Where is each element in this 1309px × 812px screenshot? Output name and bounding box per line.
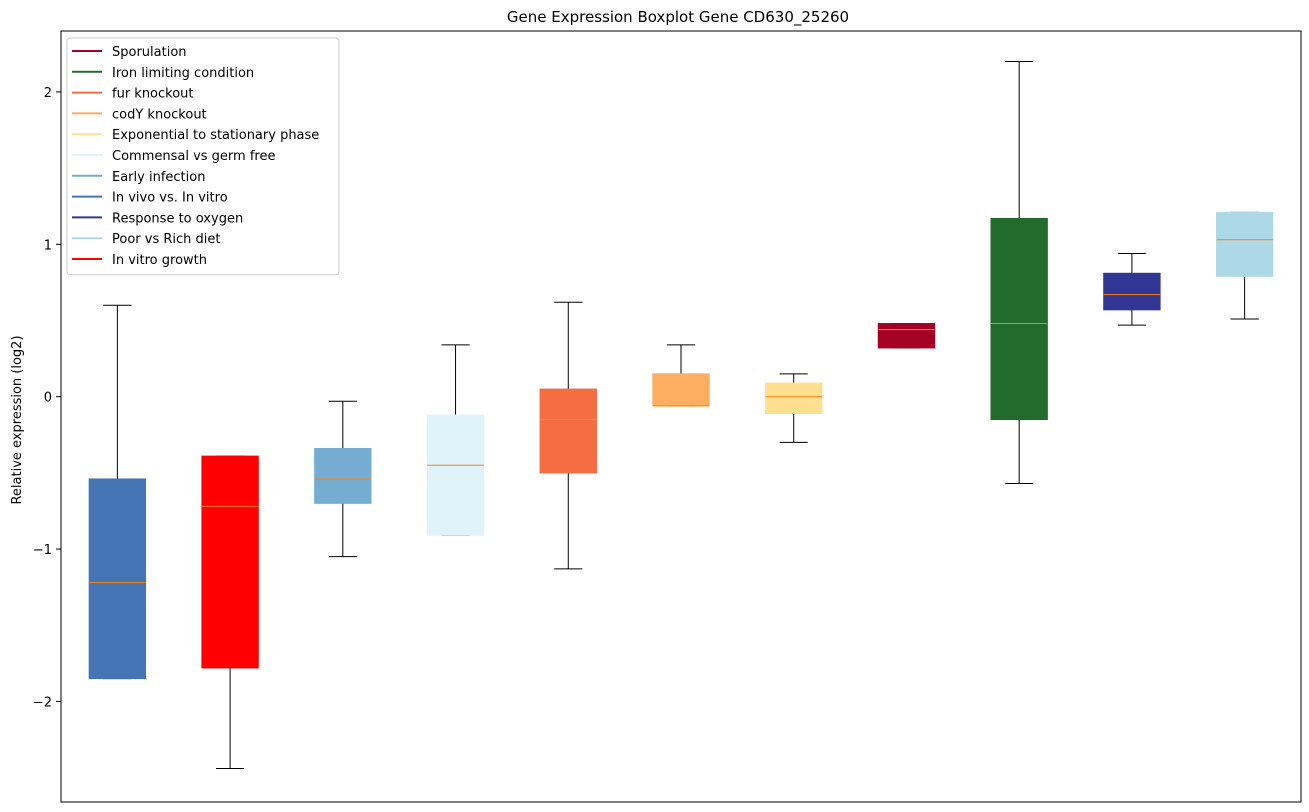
- chart-title: Gene Expression Boxplot Gene CD630_25260: [507, 8, 849, 27]
- legend-label: Exponential to stationary phase: [112, 128, 319, 143]
- legend-item: In vivo vs. In vitro: [72, 191, 228, 206]
- box-5: [539, 301, 597, 570]
- legend: Sporulation Iron limiting condition fur kn…: [66, 37, 340, 276]
- box-body: [990, 217, 1048, 421]
- legend-item: Iron limiting condition: [72, 66, 254, 81]
- y-tick-label: −2: [33, 695, 52, 710]
- box-body: [765, 382, 823, 414]
- y-tick-label: 0: [44, 391, 52, 406]
- box-11: [1215, 211, 1274, 320]
- legend-item: fur knockout: [72, 87, 194, 102]
- box-9: [990, 60, 1048, 485]
- y-tick-label: 1: [44, 238, 52, 253]
- legend-item: Poor vs Rich diet: [72, 232, 220, 247]
- legend-frame: [66, 37, 340, 276]
- y-tick-label: 2: [44, 86, 52, 101]
- legend-item: Response to oxygen: [72, 211, 243, 226]
- box-1: [88, 304, 147, 680]
- y-axis: −2 −1 0 1 2: [33, 86, 61, 710]
- legend-item: Commensal vs germ free: [72, 149, 275, 164]
- box-3: [314, 400, 372, 558]
- box-body: [539, 388, 597, 474]
- legend-label: In vivo vs. In vitro: [112, 191, 228, 206]
- box-7: [765, 373, 823, 443]
- box-body: [88, 478, 147, 680]
- legend-item: Sporulation: [72, 45, 187, 60]
- box-8: [877, 323, 936, 349]
- box-4: [426, 344, 485, 536]
- box-body: [314, 447, 372, 504]
- box-body: [877, 323, 936, 349]
- legend-label: In vitro growth: [112, 253, 207, 268]
- box-body: [652, 373, 710, 407]
- boxes-group: [88, 60, 1274, 769]
- legend-label: Poor vs Rich diet: [112, 232, 220, 247]
- legend-item: Early infection: [72, 170, 205, 185]
- legend-item: In vitro growth: [72, 253, 207, 268]
- box-body: [201, 455, 259, 669]
- box-2: [201, 455, 259, 769]
- legend-label: codY knockout: [112, 107, 207, 122]
- y-tick-label: −1: [33, 543, 52, 558]
- box-6: [652, 344, 710, 407]
- box-body: [426, 414, 485, 536]
- legend-item: codY knockout: [72, 107, 207, 122]
- box-10: [1103, 252, 1161, 326]
- box-body: [1103, 272, 1161, 311]
- legend-label: Response to oxygen: [112, 211, 243, 226]
- legend-label: Early infection: [112, 170, 205, 185]
- legend-label: Sporulation: [112, 45, 187, 60]
- plot-frame: [60, 30, 1302, 803]
- legend-label: Commensal vs germ free: [112, 149, 275, 164]
- legend-item: Exponential to stationary phase: [72, 128, 319, 143]
- y-axis-label: Relative expression (log2): [10, 335, 25, 504]
- box-body: [1215, 211, 1274, 277]
- legend-label: fur knockout: [112, 87, 194, 102]
- legend-label: Iron limiting condition: [112, 66, 254, 81]
